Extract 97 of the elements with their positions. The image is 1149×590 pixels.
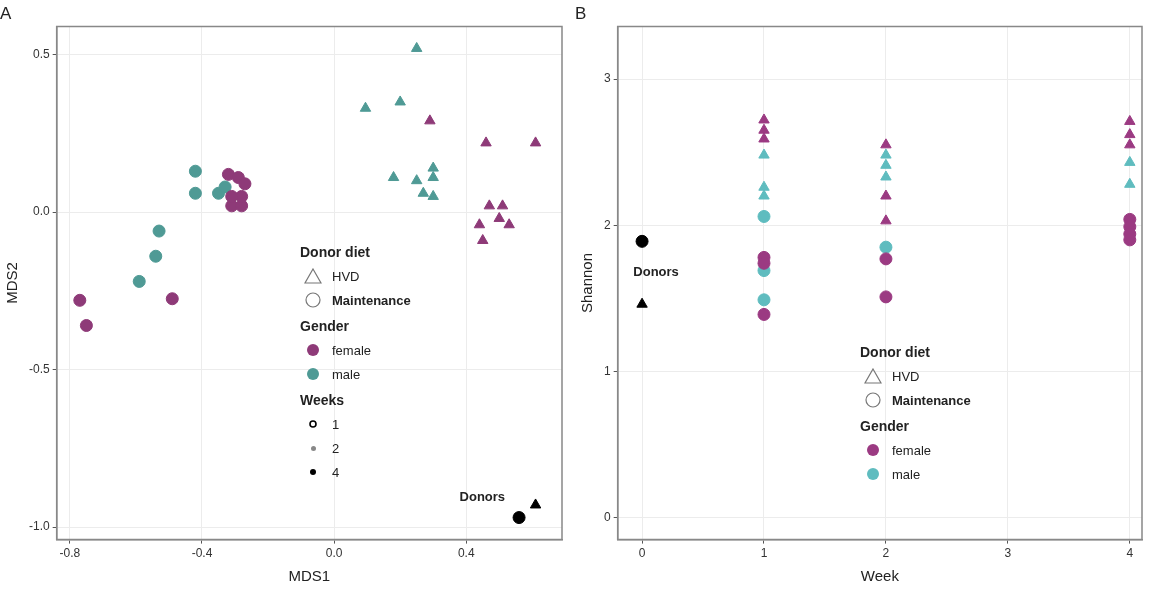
annotation: 1	[332, 416, 340, 432]
point	[473, 218, 486, 229]
point	[165, 292, 179, 306]
point	[427, 189, 439, 200]
legend-title: Gender	[300, 318, 350, 334]
point	[417, 186, 429, 197]
annotation: 2	[332, 440, 340, 456]
annotation: Donor diet	[860, 344, 931, 360]
point	[1124, 114, 1136, 125]
x-tick-label: -0.4	[191, 546, 213, 561]
legend-label: male	[892, 466, 921, 482]
annotation: 4	[332, 464, 340, 480]
x-axis-title: MDS1	[288, 567, 331, 585]
point	[758, 189, 770, 200]
point	[880, 158, 892, 169]
point	[73, 293, 87, 307]
x-tick-label: 4	[1126, 546, 1134, 561]
y-tick-label: 0	[603, 509, 611, 524]
point	[880, 214, 892, 225]
point	[758, 132, 770, 143]
point	[1124, 138, 1136, 149]
point	[188, 164, 202, 178]
point	[1124, 177, 1136, 188]
point	[1124, 128, 1136, 139]
point	[758, 180, 770, 191]
point	[757, 307, 771, 321]
y-tick-label: 0.0	[32, 204, 50, 219]
x-tick-label: 0.4	[457, 546, 475, 561]
legend-label: female	[892, 442, 932, 458]
y-tick-label: 2	[603, 217, 611, 232]
x-axis-title: Week	[860, 567, 900, 585]
point	[757, 209, 771, 223]
x-tick-label: -0.8	[59, 546, 81, 561]
x-tick-label: 0.0	[325, 546, 343, 561]
point	[635, 234, 649, 248]
point	[394, 95, 406, 106]
point	[424, 114, 436, 125]
point	[483, 199, 496, 210]
y-axis-title: Shannon	[578, 252, 596, 314]
chart-title: B	[575, 3, 587, 23]
point	[188, 186, 202, 200]
point	[880, 189, 892, 200]
point	[880, 138, 892, 149]
y-tick-label: 3	[603, 71, 611, 86]
point	[758, 113, 770, 124]
point	[758, 148, 770, 159]
point	[879, 240, 893, 254]
point	[149, 249, 163, 263]
point	[758, 123, 770, 134]
point	[1124, 155, 1136, 166]
point	[225, 189, 239, 203]
point	[410, 41, 423, 52]
x-tick-label: 2	[882, 546, 890, 561]
annotation: HVD	[892, 368, 920, 384]
x-tick-label: 1	[760, 546, 768, 561]
point	[480, 136, 492, 147]
legend-label: female	[332, 342, 372, 358]
point	[427, 171, 439, 182]
point	[132, 274, 146, 288]
y-tick-label: -0.5	[28, 361, 50, 376]
annotation: Weeks	[300, 392, 346, 408]
point	[359, 101, 372, 112]
y-tick-label: 1	[603, 363, 611, 378]
point	[238, 177, 252, 191]
point	[387, 171, 400, 182]
point	[221, 167, 235, 181]
point	[880, 148, 892, 159]
point	[218, 180, 232, 194]
y-tick-label: 0.5	[32, 47, 50, 62]
annotation: Donors	[459, 488, 506, 504]
legend-label: male	[332, 366, 361, 382]
point	[496, 199, 509, 210]
point	[503, 218, 515, 229]
legend-title: Gender	[860, 418, 910, 434]
point	[529, 136, 542, 147]
y-axis-title: MDS2	[3, 262, 21, 304]
annotation: HVD	[332, 268, 360, 284]
point	[879, 252, 893, 266]
point	[427, 161, 439, 172]
point	[512, 511, 526, 525]
point	[493, 211, 505, 222]
point	[879, 290, 893, 304]
point	[880, 170, 892, 181]
point	[757, 293, 771, 307]
annotation: Donor diet	[300, 244, 371, 260]
point	[410, 174, 423, 185]
annotation: Maintenance	[892, 392, 971, 408]
annotation: Donors	[633, 264, 679, 280]
x-tick-label: 3	[1004, 546, 1012, 561]
x-tick-label: 0	[638, 546, 646, 561]
chart-title: A	[0, 3, 12, 23]
point	[152, 224, 166, 238]
point	[636, 297, 648, 308]
point	[477, 234, 489, 244]
point	[79, 319, 93, 332]
annotation: Maintenance	[332, 292, 411, 308]
y-tick-label: -1.0	[28, 519, 50, 534]
